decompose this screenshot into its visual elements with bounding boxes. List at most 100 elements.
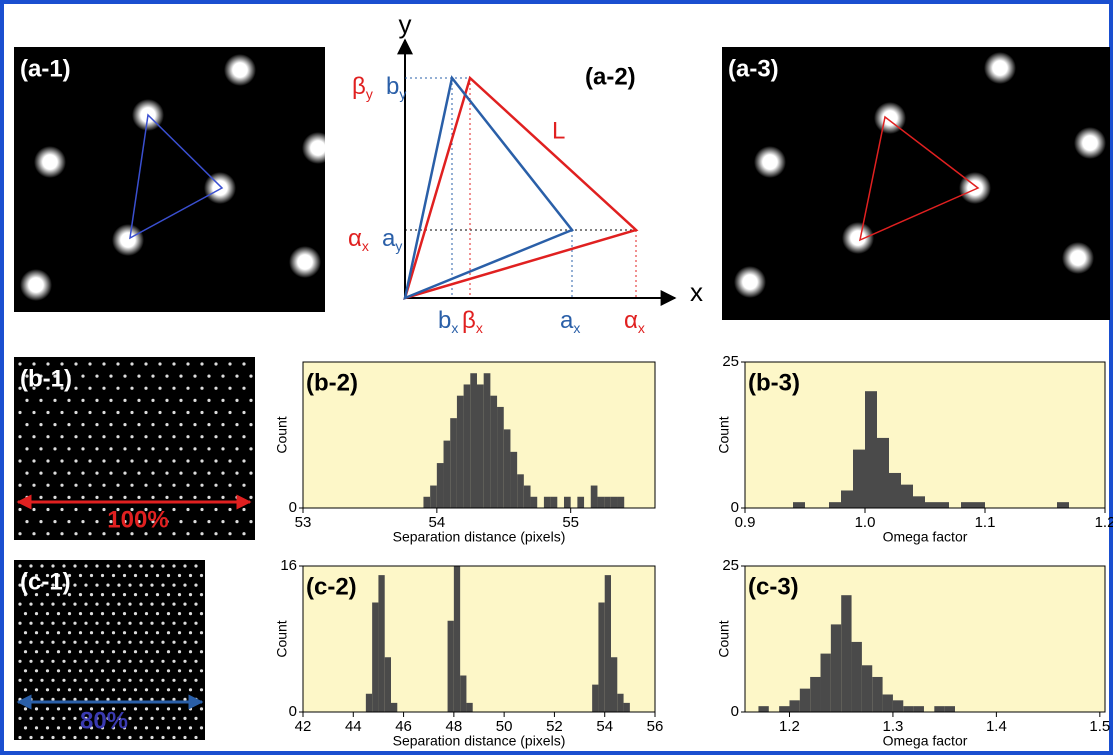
spot: [81, 399, 84, 402]
spot: [221, 375, 224, 378]
spot: [79, 593, 82, 596]
spot: [35, 631, 38, 634]
spot: [95, 399, 98, 402]
spot: [46, 532, 49, 535]
spot: [123, 688, 126, 691]
symbol: α: [624, 307, 638, 334]
spot: [128, 564, 131, 567]
spot: [90, 669, 93, 672]
bar: [872, 677, 882, 712]
spot: [235, 423, 238, 426]
spot: [68, 612, 71, 615]
spot: [18, 411, 21, 414]
spot: [74, 387, 77, 390]
spot: [67, 399, 70, 402]
spot: [150, 603, 153, 606]
spot: [139, 679, 142, 682]
spot: [178, 688, 181, 691]
bar: [877, 438, 889, 508]
spot: [123, 669, 126, 672]
spot: [734, 266, 766, 298]
spot: [123, 375, 126, 378]
spot: [24, 631, 27, 634]
axis-symbol: ay: [382, 225, 402, 253]
spot: [158, 484, 161, 487]
spot: [81, 520, 84, 523]
spot: [172, 584, 175, 587]
spot: [29, 603, 32, 606]
spot: [161, 736, 164, 739]
spot: [90, 612, 93, 615]
spot: [123, 472, 126, 475]
spot: [128, 679, 131, 682]
spot: [117, 641, 120, 644]
x-axis-label: Omega factor: [883, 529, 968, 545]
spot: [161, 603, 164, 606]
spot: [249, 520, 252, 523]
spot: [35, 726, 38, 729]
spot: [57, 707, 60, 710]
spot: [24, 650, 27, 653]
spot: [90, 688, 93, 691]
panel-label: (c-3): [748, 573, 799, 600]
subscript: x: [362, 238, 369, 254]
spot: [51, 736, 54, 739]
spot: [302, 132, 334, 164]
spot: [29, 736, 32, 739]
bar: [831, 624, 841, 712]
bar: [577, 497, 584, 508]
spot: [172, 459, 175, 462]
spot: [57, 726, 60, 729]
spot: [109, 496, 112, 499]
spot: [150, 641, 153, 644]
symbol: b: [438, 307, 451, 334]
spot: [39, 496, 42, 499]
spot: [18, 484, 21, 487]
spot: [46, 707, 49, 710]
spot: [186, 435, 189, 438]
spot: [81, 472, 84, 475]
spot: [194, 641, 197, 644]
subscript: x: [638, 320, 645, 336]
spot: [106, 603, 109, 606]
spot: [214, 411, 217, 414]
spot: [207, 520, 210, 523]
bar: [591, 486, 598, 508]
spot: [189, 574, 192, 577]
spot: [172, 717, 175, 720]
spot: [128, 584, 131, 587]
bar: [779, 706, 789, 712]
bar: [829, 502, 841, 508]
bar: [793, 502, 805, 508]
spot: [102, 411, 105, 414]
spot: [46, 669, 49, 672]
spot: [40, 736, 43, 739]
spot: [242, 411, 245, 414]
spot: [235, 447, 238, 450]
spot: [46, 688, 49, 691]
spot: [139, 564, 142, 567]
spot: [102, 484, 105, 487]
spot: [123, 447, 126, 450]
spot: [128, 660, 131, 663]
spot: [102, 362, 105, 365]
spot: [134, 631, 137, 634]
axis-label: x: [690, 277, 703, 307]
spot: [754, 146, 786, 178]
spot: [51, 564, 54, 567]
spot: [40, 660, 43, 663]
spot: [193, 423, 196, 426]
spot: [134, 593, 137, 596]
spot: [156, 574, 159, 577]
spot: [18, 660, 21, 663]
y-tick-label: 16: [280, 557, 297, 574]
spot: [102, 387, 105, 390]
spot: [81, 423, 84, 426]
spot: [134, 707, 137, 710]
spot: [46, 508, 49, 511]
spot: [186, 532, 189, 535]
bar: [477, 384, 484, 508]
spot: [137, 423, 140, 426]
spot: [109, 447, 112, 450]
spot: [116, 459, 119, 462]
